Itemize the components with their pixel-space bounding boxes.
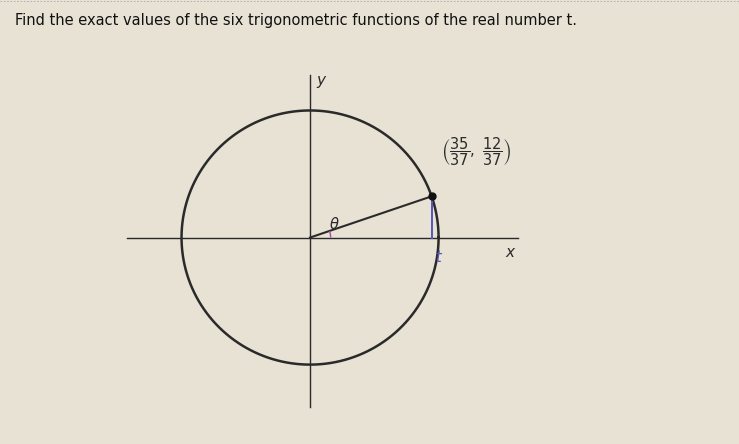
Text: $\left(\dfrac{35}{37},\ \dfrac{12}{37}\right)$: $\left(\dfrac{35}{37},\ \dfrac{12}{37}\r… bbox=[440, 136, 511, 168]
Text: Find the exact values of the six trigonometric functions of the real number t.: Find the exact values of the six trigono… bbox=[15, 13, 576, 28]
Text: t: t bbox=[435, 250, 441, 265]
Text: y: y bbox=[316, 73, 325, 88]
Text: θ: θ bbox=[330, 217, 339, 232]
Text: x: x bbox=[505, 245, 515, 260]
